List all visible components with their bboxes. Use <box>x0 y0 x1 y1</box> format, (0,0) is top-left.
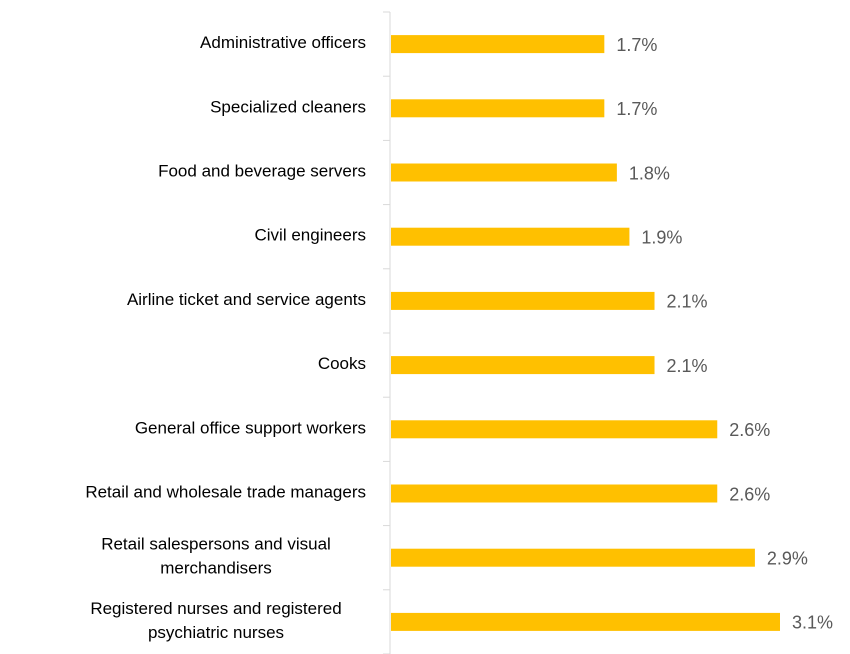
category-line: Specialized cleaners <box>210 98 366 117</box>
value-label: 2.6% <box>729 484 770 504</box>
value-label: 1.8% <box>629 163 670 183</box>
category-label: Retail salespersons and visual merchandis… <box>101 535 331 578</box>
category-line: psychiatric nurses <box>148 623 284 642</box>
category-label: Cooks <box>318 355 366 374</box>
category-label: Specialized cleaners <box>210 98 366 117</box>
value-label: 2.6% <box>729 420 770 440</box>
bar <box>391 291 655 310</box>
bar <box>391 35 605 54</box>
value-label: 1.7% <box>616 99 657 119</box>
category-line: merchandisers <box>160 559 272 578</box>
value-label: 2.1% <box>667 292 708 312</box>
bar <box>391 484 718 503</box>
value-label: 2.9% <box>767 548 808 568</box>
category-line: General office support workers <box>135 419 366 438</box>
value-label: 1.9% <box>641 227 682 247</box>
value-label: 3.1% <box>792 613 833 633</box>
category-label: General office support workers <box>135 419 366 438</box>
category-line: Civil engineers <box>255 226 367 245</box>
value-label: 1.7% <box>616 35 657 55</box>
category-line: Registered nurses and registered <box>90 599 341 618</box>
category-line: Airline ticket and service agents <box>127 290 366 309</box>
bar <box>391 227 630 246</box>
bar <box>391 99 605 118</box>
bar <box>391 612 780 631</box>
category-label: Airline ticket and service agents <box>127 290 366 309</box>
category-line: Food and beverage servers <box>158 162 366 181</box>
category-label: Retail and wholesale trade managers <box>85 483 366 502</box>
category-line: Cooks <box>318 355 366 374</box>
bar <box>391 163 617 182</box>
category-line: Retail and wholesale trade managers <box>85 483 366 502</box>
value-label: 2.1% <box>667 356 708 376</box>
category-line: Retail salespersons and visual <box>101 535 331 554</box>
category-label: Civil engineers <box>255 226 367 245</box>
bar <box>391 356 655 375</box>
bar <box>391 420 718 439</box>
category-label: Administrative officers <box>200 34 366 53</box>
category-label: Food and beverage servers <box>158 162 366 181</box>
bar <box>391 548 755 567</box>
category-line: Administrative officers <box>200 34 366 53</box>
category-label: Registered nurses and registered psychiat… <box>90 599 341 642</box>
